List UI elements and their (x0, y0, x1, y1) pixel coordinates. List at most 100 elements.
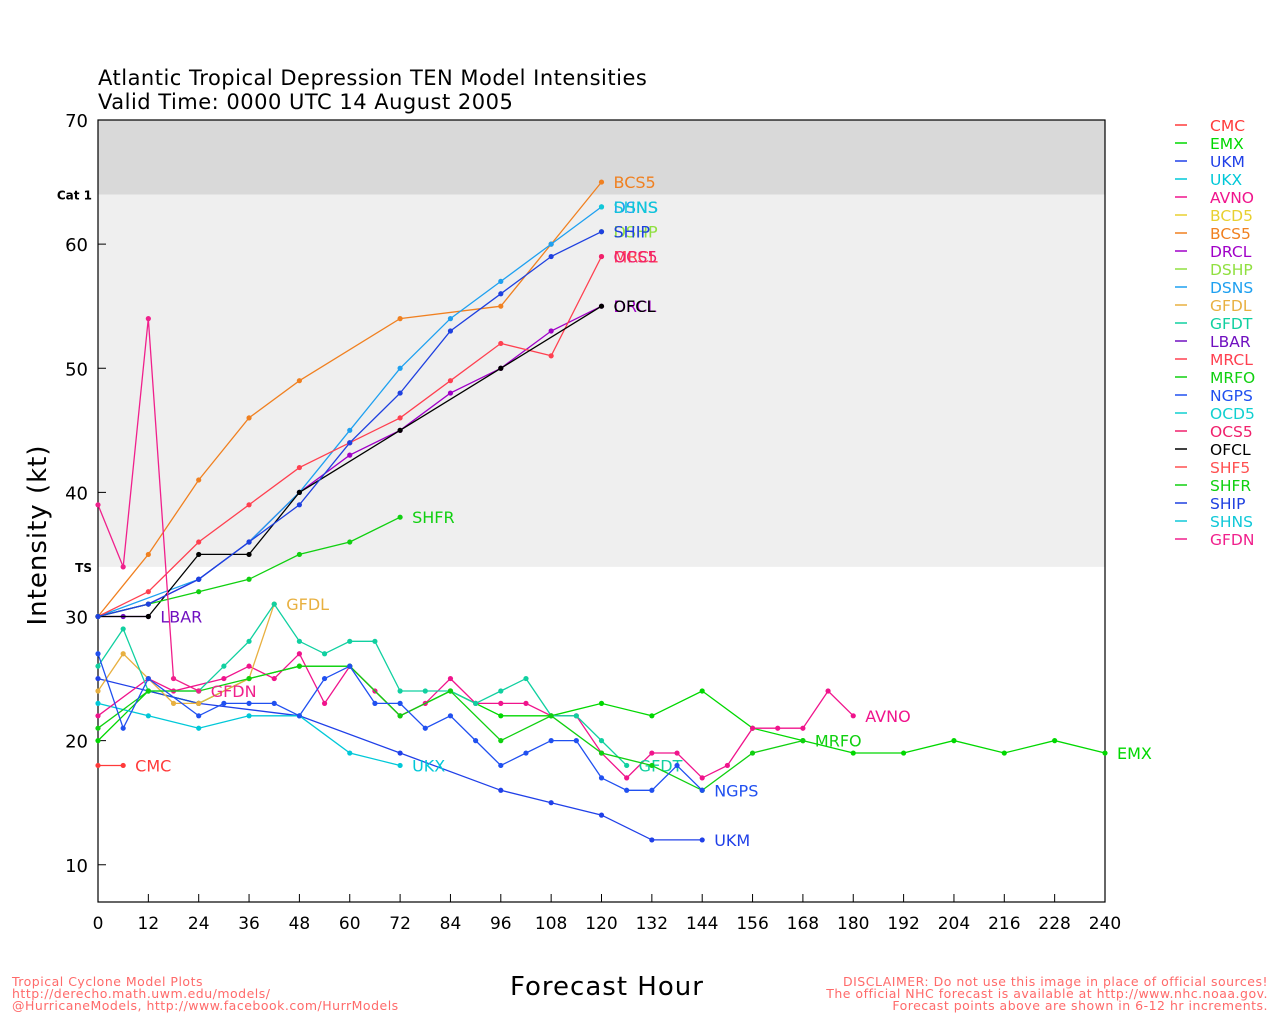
disclaimer-line: The official NHC forecast is available a… (826, 986, 1268, 1001)
data-point-dsns (548, 241, 554, 247)
x-tick-label: 156 (736, 914, 768, 934)
data-point-ship (145, 601, 151, 607)
series-label-lbar: LBAR (160, 608, 202, 627)
x-tick-label: 240 (1089, 914, 1121, 934)
data-point-gfdt (473, 700, 479, 706)
data-point-ngps (649, 787, 655, 793)
data-point-avno (800, 725, 806, 731)
footer-credits-url[interactable]: http://derecho.math.uwm.edu/models/ (12, 986, 271, 1001)
data-point-avno (498, 700, 504, 706)
series-label-gfdn: GFDN (211, 682, 257, 701)
data-point-gfdn (196, 688, 202, 694)
data-point-ngps (246, 700, 252, 706)
data-point-gfdt (422, 688, 428, 694)
data-point-mrfo (95, 725, 101, 731)
legend-entry-gfdn: GFDN (1210, 531, 1254, 549)
data-point-ofcl (296, 489, 302, 495)
series-line-ngps (97, 653, 703, 791)
data-point-ukm (699, 837, 705, 843)
data-point-bcs5 (598, 179, 605, 185)
x-tick-label: 120 (585, 914, 617, 934)
y-tick-label: 40 (65, 483, 88, 504)
data-point-ofcl (246, 551, 252, 558)
data-point-gfdl (196, 700, 202, 706)
y-tick-label: 50 (65, 359, 88, 380)
legend-entry-shns: SHNS (1210, 513, 1253, 531)
data-point-ofcl (397, 427, 403, 433)
data-point-ship (397, 390, 403, 396)
data-point-ukm (598, 812, 605, 818)
data-point-ship (95, 613, 101, 620)
data-point-ngps (372, 700, 378, 706)
x-axis-label: Forecast Hour (510, 972, 704, 1002)
data-point-mrcl (447, 378, 454, 384)
data-point-mrfo (296, 663, 302, 669)
series-label-dshp: DSHP (614, 223, 659, 242)
data-point-ship (498, 291, 504, 297)
data-point-emx (951, 738, 957, 744)
data-point-gfdt (523, 675, 529, 682)
y-axis-label: Intensity (kt) (23, 444, 53, 626)
x-tick-label: 180 (837, 914, 869, 934)
data-point-avno (775, 725, 781, 731)
legend-entry-gfdl: GFDL (1210, 297, 1252, 315)
x-tick-label: 132 (636, 914, 668, 934)
data-point-ofcl (196, 551, 202, 558)
data-point-ship (598, 229, 605, 235)
y-tick-label: 10 (65, 856, 88, 877)
y-tick-label: 60 (65, 235, 88, 256)
data-point-avno (649, 750, 655, 756)
series-label-bcs5: BCS5 (614, 173, 656, 192)
data-point-ship (196, 576, 202, 582)
footer-credits: Tropical Cyclone Model Plots http://dere… (12, 975, 399, 1013)
data-point-gfdt (498, 688, 504, 694)
legend-entry-shf5: SHF5 (1210, 459, 1250, 477)
legend-entry-mrcl: MRCL (1210, 351, 1253, 369)
data-point-emx (95, 738, 101, 744)
legend-entry-shfr: SHFR (1210, 477, 1251, 495)
data-point-gfdt (397, 688, 403, 694)
data-point-mrfo (649, 762, 655, 769)
data-point-ofcl (498, 365, 504, 371)
x-tick-label: 48 (289, 914, 311, 934)
data-point-ngps (699, 787, 705, 793)
data-point-emx (1001, 750, 1007, 756)
data-point-gfdt (347, 638, 353, 644)
band-label: Cat 1 (57, 188, 92, 202)
data-point-ship (296, 502, 302, 508)
data-point-emx (699, 688, 705, 694)
series-label-ofcl: OFCL (614, 297, 656, 316)
data-point-mrcl (246, 502, 252, 508)
data-point-ukm (548, 800, 554, 806)
series-label-ukx: UKX (412, 756, 445, 775)
footer-credits-social[interactable]: @HurricaneModels, http://www.facebook.co… (12, 998, 399, 1013)
x-tick-label: 24 (188, 914, 210, 934)
footer-disclaimer: DISCLAIMER: Do not use this image in pla… (826, 975, 1268, 1012)
legend-entry-ocd5: OCD5 (1210, 405, 1255, 423)
data-point-ukm (649, 837, 655, 843)
data-point-dsns (347, 427, 353, 433)
legend-entry-emx: EMX (1210, 135, 1244, 153)
x-tick-label: 0 (93, 914, 104, 934)
x-tick-label: 168 (787, 914, 819, 934)
data-point-gfdn (95, 502, 101, 508)
data-point-mrfo (447, 688, 454, 694)
data-point-dsns (397, 365, 403, 371)
data-point-ngps (548, 738, 554, 744)
data-point-cmc (120, 762, 126, 769)
legend-entry-gfdt: GFDT (1210, 315, 1253, 333)
data-point-gfdn (170, 675, 177, 682)
data-point-gfdt (95, 663, 101, 669)
x-tick-label: 144 (686, 914, 718, 934)
data-point-emx (649, 713, 655, 719)
data-point-emx (598, 700, 605, 706)
data-point-ngps (498, 762, 504, 769)
data-point-ship (548, 253, 554, 260)
data-point-shfr (296, 551, 302, 558)
data-point-ngps (523, 750, 529, 756)
series-label-shns: SHNS (614, 198, 658, 217)
data-point-avno (246, 663, 252, 669)
series-label-dsns: DSNS (614, 198, 659, 217)
data-point-ofcl (145, 613, 151, 620)
